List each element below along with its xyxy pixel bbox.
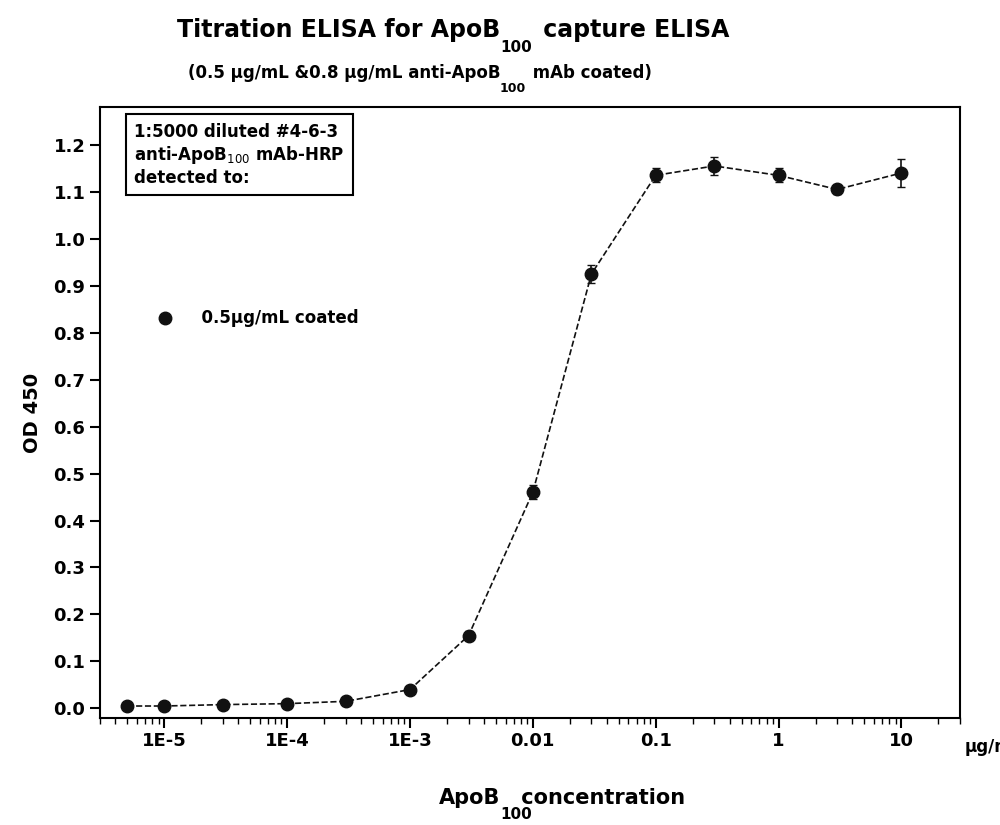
Y-axis label: OD 450: OD 450 — [23, 372, 42, 453]
Text: concentration: concentration — [514, 789, 685, 808]
Text: 1:5000 diluted #4-6-3
anti-ApoB$_{100}$ mAb-HRP
detected to:: 1:5000 diluted #4-6-3 anti-ApoB$_{100}$ … — [134, 123, 345, 186]
Text: (0.5 μg/mL &0.8 μg/mL anti-ApoB: (0.5 μg/mL &0.8 μg/mL anti-ApoB — [188, 64, 500, 82]
Text: mAb coated): mAb coated) — [527, 64, 652, 82]
Text: capture ELISA: capture ELISA — [535, 18, 729, 42]
Text: 100: 100 — [500, 82, 526, 95]
Text: 100: 100 — [500, 40, 532, 55]
Text: μg/ml: μg/ml — [965, 738, 1000, 756]
Text: 0.5μg/mL coated: 0.5μg/mL coated — [190, 309, 359, 327]
Text: Titration ELISA for ApoB: Titration ELISA for ApoB — [177, 18, 500, 42]
Text: ApoB: ApoB — [439, 789, 500, 808]
Text: 100: 100 — [500, 807, 532, 823]
